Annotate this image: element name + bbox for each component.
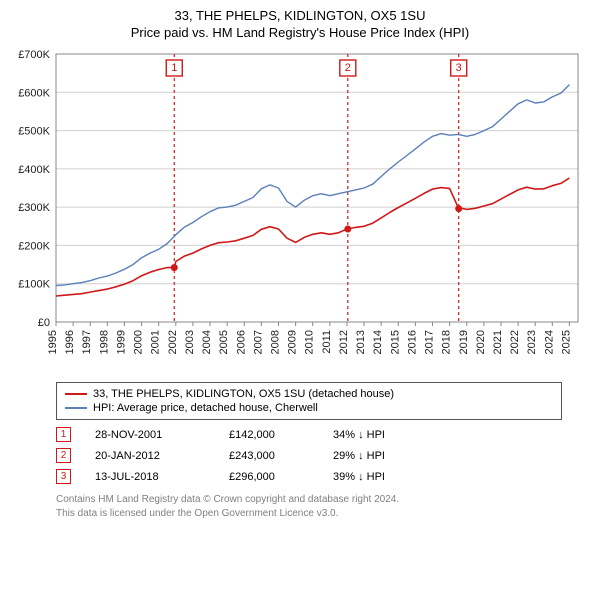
svg-text:2016: 2016: [406, 330, 418, 354]
svg-text:1998: 1998: [98, 330, 110, 354]
sale-row-date: 28-NOV-2001: [95, 429, 205, 441]
sale-row-marker: 2: [56, 448, 71, 463]
svg-text:£500K: £500K: [18, 126, 50, 138]
svg-text:2009: 2009: [287, 330, 299, 354]
svg-text:1999: 1999: [115, 330, 127, 354]
svg-text:£200K: £200K: [18, 240, 50, 252]
price-chart: £0 £100K £200K £300K £400K £500K £600K £700K 199…: [8, 46, 592, 376]
svg-text:2012: 2012: [338, 330, 350, 354]
svg-text:£0: £0: [38, 317, 50, 329]
svg-text:2002: 2002: [167, 330, 179, 354]
svg-text:2008: 2008: [269, 330, 281, 354]
svg-text:2007: 2007: [252, 330, 264, 354]
svg-text:2023: 2023: [526, 330, 538, 354]
chart-title-1: 33, THE PHELPS, KIDLINGTON, OX5 1SU: [8, 8, 592, 23]
svg-text:£700K: £700K: [18, 49, 50, 61]
legend-row: 33, THE PHELPS, KIDLINGTON, OX5 1SU (det…: [65, 387, 553, 401]
svg-text:1996: 1996: [64, 330, 76, 354]
sale-row: 1 28-NOV-2001 £142,000 34% ↓ HPI: [56, 424, 562, 445]
svg-text:2019: 2019: [458, 330, 470, 354]
legend: 33, THE PHELPS, KIDLINGTON, OX5 1SU (det…: [56, 382, 562, 420]
svg-text:2024: 2024: [543, 330, 555, 354]
svg-text:2000: 2000: [133, 330, 145, 354]
svg-text:2003: 2003: [184, 330, 196, 354]
footer-line-2: This data is licensed under the Open Gov…: [56, 507, 562, 521]
svg-text:2001: 2001: [150, 330, 162, 354]
sale-row: 3 13-JUL-2018 £296,000 39% ↓ HPI: [56, 466, 562, 487]
sale-row-price: £243,000: [229, 450, 309, 462]
footer-line-1: Contains HM Land Registry data © Crown c…: [56, 493, 562, 507]
sale-row-diff: 29% ↓ HPI: [333, 450, 385, 462]
svg-text:2015: 2015: [389, 330, 401, 354]
sale-marker-dot: [455, 205, 462, 212]
svg-text:2025: 2025: [560, 330, 572, 354]
sale-row-date: 13-JUL-2018: [95, 471, 205, 483]
sale-row-marker: 1: [56, 427, 71, 442]
legend-row: HPI: Average price, detached house, Cher…: [65, 401, 553, 415]
svg-text:£600K: £600K: [18, 87, 50, 99]
svg-text:2011: 2011: [321, 330, 333, 354]
svg-text:1997: 1997: [81, 330, 93, 354]
sale-marker-dot: [171, 264, 178, 271]
svg-text:2020: 2020: [475, 330, 487, 354]
sale-marker-dot: [344, 225, 351, 232]
legend-swatch: [65, 407, 87, 409]
svg-text:£300K: £300K: [18, 202, 50, 214]
footer-attribution: Contains HM Land Registry data © Crown c…: [56, 493, 562, 520]
sale-row-diff: 34% ↓ HPI: [333, 429, 385, 441]
svg-text:2010: 2010: [304, 330, 316, 354]
legend-label: 33, THE PHELPS, KIDLINGTON, OX5 1SU (det…: [93, 388, 394, 400]
sale-row-date: 20-JAN-2012: [95, 450, 205, 462]
svg-text:2022: 2022: [509, 330, 521, 354]
svg-text:2021: 2021: [492, 330, 504, 354]
svg-text:2005: 2005: [218, 330, 230, 354]
sale-row-price: £296,000: [229, 471, 309, 483]
svg-text:1995: 1995: [47, 330, 59, 354]
sales-table: 1 28-NOV-2001 £142,000 34% ↓ HPI 2 20-JAN-201…: [56, 424, 562, 487]
svg-text:£100K: £100K: [18, 279, 50, 291]
svg-text:2018: 2018: [441, 330, 453, 354]
sale-marker-number: 1: [171, 62, 177, 74]
sale-row: 2 20-JAN-2012 £243,000 29% ↓ HPI: [56, 445, 562, 466]
chart-title-2: Price paid vs. HM Land Registry's House …: [8, 25, 592, 40]
legend-swatch: [65, 393, 87, 395]
svg-text:2014: 2014: [372, 330, 384, 354]
svg-text:2004: 2004: [201, 330, 213, 354]
sale-marker-number: 2: [345, 62, 351, 74]
sale-row-price: £142,000: [229, 429, 309, 441]
sale-row-marker: 3: [56, 469, 71, 484]
svg-text:£400K: £400K: [18, 164, 50, 176]
svg-text:2013: 2013: [355, 330, 367, 354]
svg-text:2006: 2006: [235, 330, 247, 354]
svg-text:2017: 2017: [424, 330, 436, 354]
sale-row-diff: 39% ↓ HPI: [333, 471, 385, 483]
legend-label: HPI: Average price, detached house, Cher…: [93, 402, 318, 414]
sale-marker-number: 3: [456, 62, 462, 74]
